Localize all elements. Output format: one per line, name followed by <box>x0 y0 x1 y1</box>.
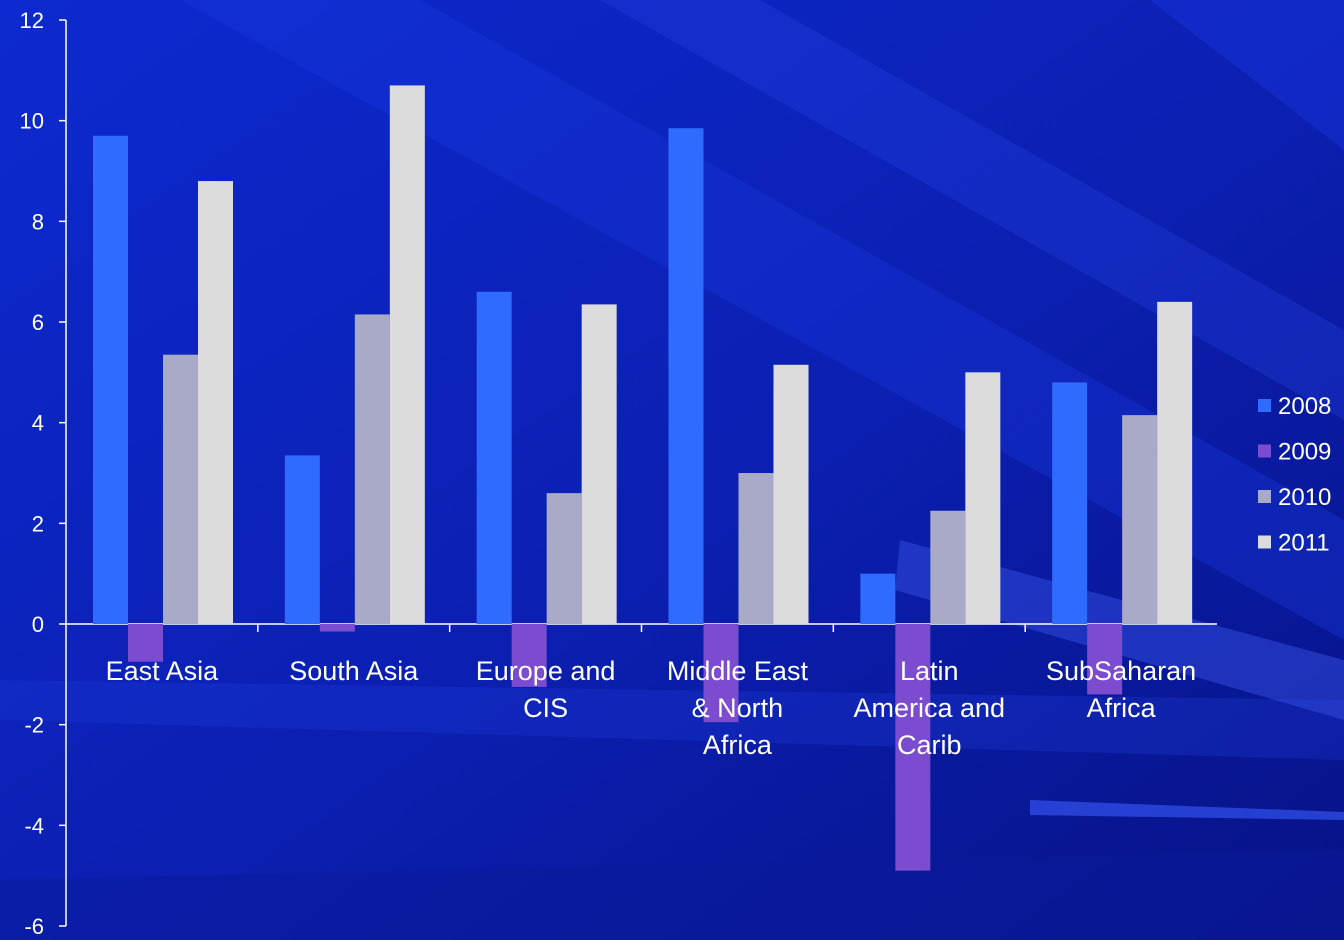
bar-2009 <box>703 624 739 723</box>
bar-2009 <box>511 624 547 687</box>
bar-2011 <box>198 181 233 625</box>
bar-2008 <box>668 128 704 624</box>
bar-2010 <box>163 354 198 624</box>
y-tick-label: 4 <box>32 411 44 436</box>
legend-swatch-2010 <box>1258 490 1271 503</box>
y-tick-label: -6 <box>24 914 44 939</box>
bar-2008 <box>93 135 128 624</box>
category-label: America and <box>853 693 1005 723</box>
bar-2009 <box>319 624 355 632</box>
category-label: Middle East <box>667 656 809 686</box>
category-label: Europe and <box>476 656 616 686</box>
bar-2009 <box>1087 624 1123 695</box>
category-label: South Asia <box>289 656 419 686</box>
bar-2010 <box>354 314 390 624</box>
category-label: Africa <box>1087 693 1157 723</box>
y-tick-label: 6 <box>32 310 44 335</box>
legend-swatch-2011 <box>1258 535 1271 549</box>
axes: -6 -4 -2 0 2 4 6 8 10 12 <box>20 8 1217 939</box>
bar-2011 <box>773 364 809 624</box>
category-labels: East Asia South Asia Europe and CIS Middle E… <box>106 656 1197 760</box>
bar-2010 <box>738 473 774 624</box>
y-tick-label: 8 <box>32 209 44 234</box>
legend-label: 2011 <box>1278 530 1330 557</box>
bars <box>93 85 1193 871</box>
bar-2010 <box>546 493 582 624</box>
bar-2008 <box>476 291 512 624</box>
category-label: East Asia <box>106 656 220 686</box>
bar-2008 <box>1052 382 1088 624</box>
bar-2011 <box>965 372 1001 624</box>
category-label: Africa <box>703 730 773 760</box>
y-tick-label: -2 <box>24 713 44 738</box>
legend-swatch-2009 <box>1258 444 1271 458</box>
bar-2008 <box>284 455 320 624</box>
category-label: SubSaharan <box>1046 656 1196 686</box>
category-label: & North <box>692 693 784 723</box>
y-tick-label: 0 <box>32 612 44 637</box>
bar-2011 <box>581 304 617 624</box>
category-label: CIS <box>523 693 568 723</box>
y-tick-label: -4 <box>24 813 44 838</box>
category-label: Carib <box>897 730 962 760</box>
legend-label: 2009 <box>1278 439 1331 466</box>
y-tick-label: 12 <box>20 8 44 33</box>
legend-label: 2010 <box>1278 484 1331 511</box>
legend: 2008 2009 2010 2011 <box>1258 393 1331 557</box>
bar-2010 <box>930 510 966 624</box>
legend-swatch-2008 <box>1258 399 1271 412</box>
y-tick-label: 2 <box>32 511 44 536</box>
bar-2009 <box>128 624 163 662</box>
bar-2010 <box>1122 415 1158 624</box>
bar-2009 <box>895 624 931 871</box>
bar-2008 <box>860 573 896 624</box>
bar-2011 <box>1157 301 1193 624</box>
y-tick-label: 10 <box>20 109 44 134</box>
legend-label: 2008 <box>1278 393 1331 420</box>
bar-2011 <box>389 85 425 624</box>
category-label: Latin <box>900 656 959 686</box>
